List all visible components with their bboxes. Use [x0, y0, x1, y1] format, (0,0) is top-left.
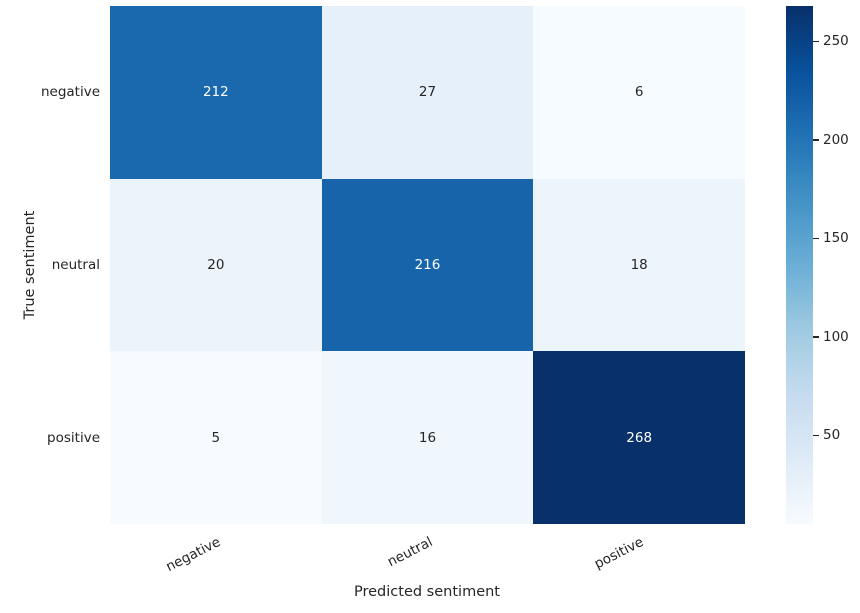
colorbar-tick-label-200: 200	[823, 131, 849, 148]
heatmap-cell-neutral-negative: 20	[110, 178, 322, 352]
cell-value: 18	[630, 256, 648, 273]
heatmap-grid: 212 27 6 20 216 18 5 16 268	[110, 6, 745, 524]
heatmap-cell-positive-positive: 268	[533, 351, 745, 524]
cell-value: 216	[414, 256, 441, 273]
cell-value: 20	[207, 256, 225, 273]
x-tick-neutral: neutral	[384, 534, 435, 571]
heatmap-cell-positive-negative: 5	[110, 351, 322, 524]
x-axis-title: Predicted sentiment	[354, 584, 500, 600]
colorbar-tick-label-150: 150	[823, 230, 849, 247]
colorbar-tick-label-50: 50	[823, 427, 841, 444]
cell-value: 5	[211, 429, 221, 446]
cell-value: 212	[202, 84, 229, 101]
heatmap-cell-negative-negative: 212	[110, 6, 322, 179]
colorbar	[786, 6, 813, 524]
colorbar-tick-mark-200	[813, 139, 819, 141]
cell-value: 268	[626, 429, 653, 446]
y-tick-neutral: neutral	[51, 257, 100, 273]
cell-value: 6	[634, 84, 644, 101]
y-tick-negative: negative	[40, 84, 100, 101]
heatmap-cell-negative-neutral: 27	[321, 6, 534, 179]
x-tick-negative: negative	[163, 534, 224, 576]
colorbar-tick-label-100: 100	[823, 328, 849, 345]
colorbar-tick-mark-250	[813, 40, 819, 43]
colorbar-tick-label-250: 250	[823, 33, 849, 50]
heatmap-cell-neutral-neutral: 216	[321, 178, 534, 352]
x-tick-positive: positive	[591, 534, 647, 573]
heatmap-cell-neutral-positive: 18	[533, 178, 745, 352]
cell-value: 16	[418, 429, 437, 446]
colorbar-tick-mark-50	[813, 434, 819, 437]
heatmap-cell-negative-positive: 6	[533, 6, 745, 179]
heatmap-cell-positive-neutral: 16	[321, 351, 534, 524]
colorbar-tick-mark-100	[813, 336, 819, 338]
cell-value: 27	[418, 84, 437, 101]
y-tick-positive: positive	[47, 429, 100, 446]
colorbar-tick-mark-150	[813, 237, 819, 240]
